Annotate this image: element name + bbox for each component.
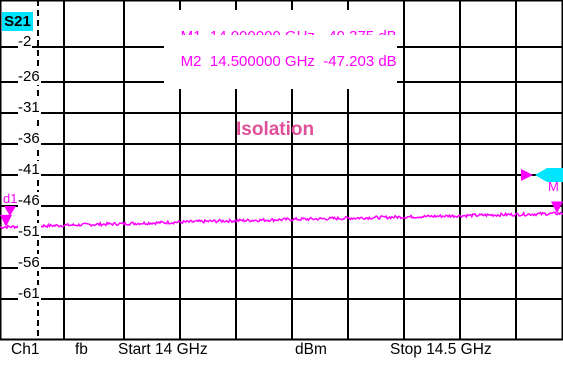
marker-triangle-m1: [0, 214, 12, 227]
reference-arrow-magenta: [521, 169, 533, 181]
reference-arrow-cyan: [535, 168, 547, 182]
stop-frequency-label: Stop 14.5 GHz: [390, 341, 492, 358]
y-tick-label: -31: [18, 99, 41, 116]
marker-triangle-m2: [551, 201, 563, 214]
mode-label: fb: [75, 341, 88, 358]
reference-arrow-cyan-tail: [547, 168, 563, 182]
y-tick-label: -61: [18, 285, 41, 302]
chart-title: Isolation: [236, 119, 315, 140]
y-tick-label: -36: [18, 130, 41, 147]
unit-label: dBm: [295, 341, 327, 358]
start-frequency-label: Start 14 GHz: [118, 341, 208, 358]
reference-position-marker: [4, 206, 16, 216]
marker-readout-m2: M2 14.500000 GHz -47.203 dB: [164, 35, 397, 89]
trace-line-s21: [0, 210, 563, 230]
trace-name-badge[interactable]: S21: [2, 12, 33, 31]
y-tick-label: -26: [18, 68, 41, 85]
y-tick-label: -46: [18, 192, 41, 209]
marker-id: M2: [180, 53, 202, 70]
y-tick-label: -51: [18, 223, 41, 240]
y-tick-label: -56: [18, 254, 41, 271]
reference-marker-label: d1: [3, 191, 18, 206]
marker-frequency: 14.500000 GHz: [209, 53, 315, 70]
right-marker-label: M: [548, 179, 559, 194]
marker-value: -47.203 dB: [323, 53, 397, 70]
channel-label: Ch1: [11, 341, 40, 358]
y-tick-label: -2: [18, 33, 33, 50]
y-tick-label: -41: [18, 161, 41, 178]
